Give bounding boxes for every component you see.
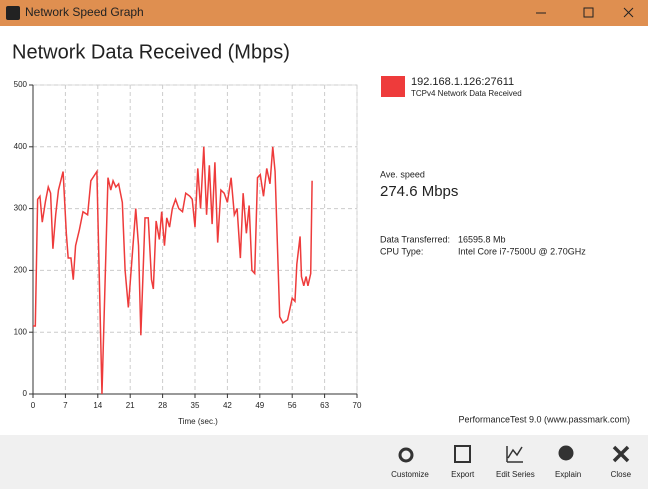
- export-icon: [454, 445, 471, 463]
- y-tick-label: 200: [14, 266, 28, 275]
- y-tick-label: 300: [14, 204, 28, 213]
- x-tick-label: 14: [93, 401, 102, 410]
- stat-value: 16595.8 Mb: [458, 234, 506, 244]
- y-tick-label: 100: [14, 327, 28, 336]
- chart-title: Network Data Received (Mbps): [12, 41, 290, 63]
- legend-description: TCPv4 Network Data Received: [411, 89, 522, 98]
- edit-series-icon: [506, 446, 523, 463]
- legend-label: 192.168.1.126:27611: [411, 76, 514, 88]
- toolbar-label[interactable]: Export: [451, 470, 475, 479]
- x-tick-label: 7: [63, 401, 68, 410]
- x-tick-label: 56: [288, 401, 297, 410]
- x-tick-label: 49: [255, 401, 264, 410]
- stat-label: CPU Type:: [380, 246, 423, 256]
- toolbar-label[interactable]: Edit Series: [496, 470, 535, 479]
- toolbar-label[interactable]: Explain: [555, 470, 581, 479]
- x-tick-label: 42: [223, 401, 232, 410]
- x-tick-label: 0: [31, 401, 36, 410]
- window-title: Network Speed Graph: [25, 5, 144, 19]
- x-axis-label: Time (sec.): [178, 417, 218, 426]
- data-line: [33, 146, 313, 395]
- stat-label: Data Transferred:: [380, 234, 450, 244]
- ave-value: 274.6 Mbps: [380, 183, 458, 200]
- toolbar-label[interactable]: Close: [611, 470, 632, 479]
- explain-icon: [558, 445, 574, 461]
- y-tick-label: 400: [14, 142, 28, 151]
- y-tick-label: 500: [14, 80, 28, 89]
- toolbar-icons: [398, 445, 630, 463]
- x-tick-label: 35: [191, 401, 200, 410]
- toolbar-label[interactable]: Customize: [391, 470, 429, 479]
- stat-value: Intel Core i7-7500U @ 2.70GHz: [458, 246, 586, 256]
- legend-swatch: [381, 76, 405, 97]
- x-tick-label: 21: [126, 401, 135, 410]
- x-tick-label: 28: [158, 401, 167, 410]
- footer: PerformanceTest 9.0 (www.passmark.com): [458, 414, 630, 424]
- toolbar: [0, 435, 648, 489]
- ave-label: Ave. speed: [380, 169, 425, 179]
- x-tick-label: 63: [320, 401, 329, 410]
- maximize-button[interactable]: [583, 7, 594, 18]
- customize-icon: [398, 447, 414, 463]
- close-window-button[interactable]: [623, 7, 634, 18]
- x-tick-label: 70: [353, 401, 362, 410]
- app-icon: [6, 6, 20, 20]
- close-icon: [612, 445, 630, 463]
- y-tick-label: 0: [23, 389, 28, 398]
